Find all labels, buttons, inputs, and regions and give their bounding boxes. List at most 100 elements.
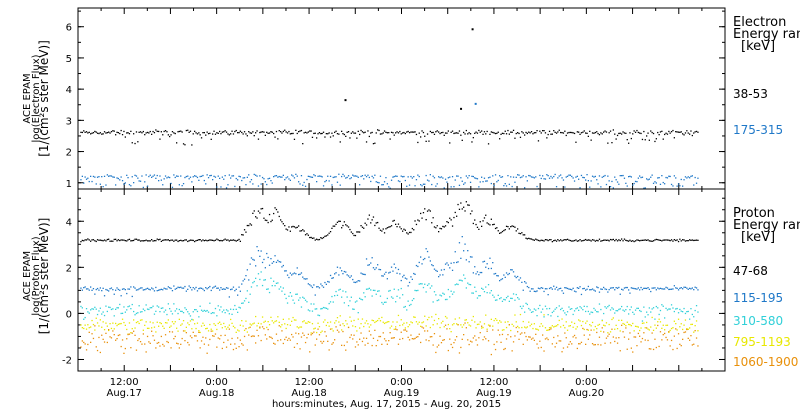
data-point (661, 130, 663, 132)
data-point (317, 314, 319, 316)
data-point (454, 211, 456, 214)
data-point (510, 269, 512, 271)
data-point (608, 289, 610, 291)
data-point (108, 329, 110, 332)
data-point (327, 175, 329, 177)
data-point (361, 131, 364, 133)
data-point (375, 222, 377, 224)
data-point (223, 288, 225, 290)
data-point (403, 329, 405, 331)
data-point (146, 335, 149, 338)
data-point (553, 130, 555, 132)
data-point (641, 322, 644, 324)
data-point (530, 131, 533, 133)
data-point (148, 240, 150, 242)
data-point (426, 330, 429, 332)
data-point (447, 130, 449, 132)
data-point (332, 277, 334, 279)
data-point (174, 176, 176, 179)
data-point (608, 240, 610, 242)
data-point (573, 132, 576, 135)
data-point (271, 320, 273, 322)
data-point (546, 174, 548, 176)
data-point (481, 287, 483, 289)
data-point (406, 309, 408, 311)
data-point (485, 266, 487, 268)
data-point (377, 129, 379, 131)
data-point (629, 239, 631, 241)
data-point (205, 328, 207, 330)
data-point (103, 329, 106, 331)
data-point (178, 308, 180, 311)
data-point (478, 323, 480, 325)
data-point (120, 239, 122, 241)
data-point (396, 295, 398, 297)
data-point (191, 318, 193, 321)
data-point (146, 131, 149, 134)
data-point (650, 176, 652, 178)
data-point (511, 350, 513, 352)
x-axis-label: hours:minutes, Aug. 17, 2015 - Aug. 20, … (272, 399, 501, 410)
data-point (159, 175, 161, 177)
data-point (639, 240, 641, 242)
data-point (264, 334, 266, 336)
data-point (666, 239, 669, 241)
data-point (128, 238, 131, 240)
data-point (149, 240, 151, 242)
data-point (521, 131, 523, 133)
data-point (345, 135, 347, 137)
data-point (317, 328, 319, 330)
data-point (291, 333, 293, 336)
data-point (483, 323, 486, 325)
data-point (191, 144, 193, 146)
data-point (526, 303, 528, 306)
data-point (536, 239, 538, 241)
data-point (80, 131, 82, 133)
data-point (526, 132, 528, 135)
data-point (304, 299, 307, 301)
data-point (134, 334, 136, 336)
data-point (682, 288, 684, 290)
data-point (253, 335, 255, 337)
data-point (396, 226, 398, 228)
data-point (540, 311, 542, 313)
data-point (385, 322, 387, 324)
data-point (334, 131, 336, 133)
data-point (199, 331, 201, 334)
data-point (331, 295, 333, 298)
data-point (377, 181, 379, 184)
data-point (145, 239, 147, 241)
data-point (428, 180, 430, 182)
data-point (306, 278, 308, 280)
data-point (389, 271, 391, 273)
data-point (252, 212, 254, 214)
data-point (260, 339, 262, 342)
data-point (223, 309, 225, 311)
data-point (436, 183, 438, 185)
data-point (299, 273, 301, 275)
data-point (547, 133, 549, 136)
data-point (96, 349, 99, 352)
data-point (418, 261, 420, 264)
data-point (686, 240, 688, 242)
data-point (519, 277, 522, 279)
data-point (250, 132, 253, 134)
data-point (560, 326, 562, 328)
data-point (212, 312, 214, 314)
data-point (539, 174, 541, 177)
data-point (261, 207, 264, 210)
data-point (447, 221, 449, 224)
data-point (561, 290, 563, 292)
data-point (691, 239, 693, 241)
data-point (252, 131, 254, 133)
data-point (431, 131, 433, 134)
data-point (483, 177, 486, 179)
data-point (203, 309, 205, 312)
data-point (205, 183, 207, 185)
data-point (463, 206, 465, 208)
data-point (537, 140, 540, 142)
data-point (238, 175, 240, 177)
data-point (521, 176, 523, 178)
data-point (533, 177, 535, 179)
data-point (271, 131, 273, 133)
